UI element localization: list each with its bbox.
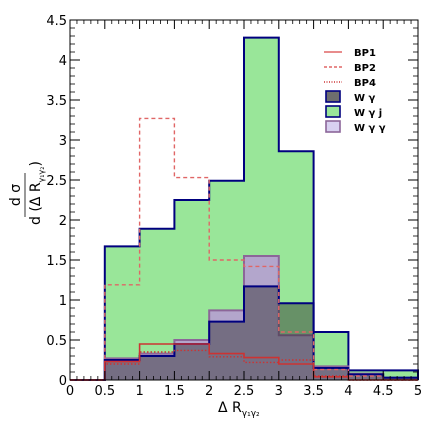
y-tick-label: 1 — [59, 294, 67, 309]
bin-bar — [174, 344, 209, 380]
x-tick-label: 2.5 — [234, 384, 255, 399]
bin-bar — [244, 358, 279, 380]
legend-entry: BP4 — [324, 78, 376, 89]
y-tick-label: 4 — [59, 54, 67, 69]
series-bp2 — [70, 117, 418, 381]
x-tick-label: 4 — [344, 384, 352, 399]
legend-label: BP2 — [354, 63, 376, 74]
series-line — [70, 117, 418, 381]
legend-entry: BP2 — [324, 63, 376, 74]
y-tick-label: 2.5 — [46, 174, 67, 189]
legend: BP1 BP2 BP4 W γ W γ j W γ γ — [324, 48, 386, 134]
legend-entry: W γ γ — [325, 120, 386, 134]
legend-label: BP4 — [354, 78, 376, 89]
y-tick-label: 1.5 — [46, 254, 67, 269]
x-tick-label: 5 — [414, 384, 422, 399]
legend-entry: BP1 — [324, 48, 376, 59]
x-tick-label: 3.5 — [303, 384, 324, 399]
x-tick-label: 1.5 — [164, 384, 185, 399]
legend-swatch — [325, 105, 341, 118]
legend-swatch — [325, 120, 341, 133]
legend-entry: W γ j — [325, 105, 382, 119]
y-axis-title-numerator: d σ — [8, 184, 24, 206]
x-tick-label: 0.5 — [94, 384, 115, 399]
histogram-layer — [70, 36, 419, 381]
x-tick-label: 0 — [66, 384, 74, 399]
legend-label: BP1 — [354, 48, 376, 59]
legend-label: W γ — [354, 93, 376, 104]
legend-entry: W γ — [325, 90, 376, 104]
tick-labels: 0 0.5 1 1.5 2 2.5 3 3.5 4 4.5 5 0 0.5 1 1.5 2 2.5 3 3.5 4 4.… — [46, 14, 422, 399]
y-tick-label: 2 — [59, 214, 67, 229]
y-tick-label: 3.5 — [46, 94, 67, 109]
bin-bar — [279, 364, 314, 380]
bin-bar — [140, 344, 175, 380]
y-axis-title: d σ d (Δ Rγ₁γ₂) — [8, 161, 46, 225]
bin-bar — [140, 118, 175, 380]
y-tick-label: 4.5 — [46, 14, 67, 29]
series-fill — [70, 37, 418, 380]
y-tick-label: 0 — [59, 374, 67, 389]
legend-swatch — [325, 90, 341, 103]
bin-bar — [105, 362, 140, 380]
bin-bar — [209, 354, 244, 380]
x-axis-title: Δ Rγ₁γ₂ — [218, 400, 260, 419]
x-tick-label: 1 — [135, 384, 143, 399]
x-tick-label: 2 — [205, 384, 213, 399]
y-tick-label: 3 — [59, 134, 67, 149]
y-axis-title-denominator: d (Δ Rγ₁γ₂) — [28, 161, 46, 225]
legend-label: W γ j — [354, 108, 382, 119]
legend-label: W γ γ — [354, 123, 386, 134]
y-tick-label: 0.5 — [46, 334, 67, 349]
x-tick-label: 3 — [275, 384, 283, 399]
axis-ticks — [69, 19, 419, 381]
x-tick-label: 4.5 — [373, 384, 394, 399]
